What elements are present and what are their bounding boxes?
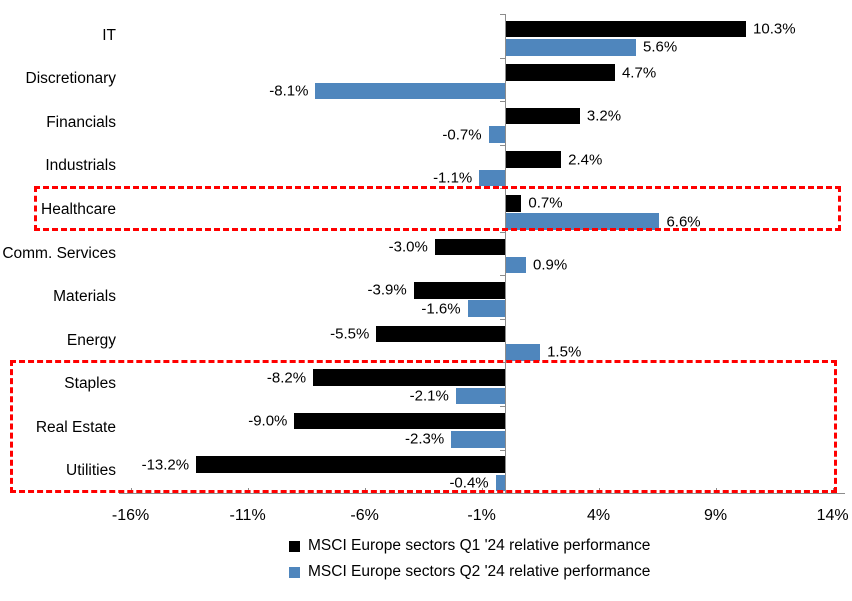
value-label: -2.3%: [404, 430, 445, 448]
x-tick-label: 14%: [816, 507, 849, 524]
q2-bar: [455, 387, 505, 405]
value-label: 3.2%: [586, 107, 622, 125]
value-label: -3.9%: [367, 281, 407, 299]
y-axis-tick: [500, 57, 505, 59]
value-label: -13.2%: [141, 456, 190, 474]
value-label: -8.1%: [269, 82, 309, 100]
value-label: 0.9%: [533, 256, 568, 274]
q1-bar: [505, 195, 522, 212]
q1-bar: [294, 412, 505, 430]
y-axis-tick: [500, 101, 505, 103]
value-label: 6.6%: [666, 213, 701, 231]
x-tick-label: 9%: [704, 507, 728, 524]
legend-swatch-q2: [289, 566, 300, 578]
q2-bar: [451, 431, 505, 448]
y-axis-tick: [500, 405, 505, 407]
value-label: 4.7%: [621, 64, 657, 82]
q1-bar: [376, 325, 505, 343]
category-label: Materials: [53, 288, 116, 306]
category-label: Healthcare: [41, 200, 116, 218]
value-label: 1.5%: [547, 343, 582, 361]
y-axis-tick: [500, 275, 505, 277]
value-label: -0.4%: [449, 474, 489, 492]
y-axis-tick: [500, 449, 505, 451]
q2-bar: [505, 256, 527, 274]
y-axis-tick: [500, 231, 505, 233]
q1-bar: [505, 151, 562, 169]
y-axis-tick: [500, 493, 505, 495]
q2-bar: [505, 343, 541, 361]
value-label: -1.6%: [421, 300, 461, 318]
x-tick-label: -1%: [467, 507, 496, 524]
category-label: Energy: [66, 331, 116, 349]
value-label: -5.5%: [330, 325, 370, 343]
highlight-box: [10, 360, 837, 493]
legend-item: MSCI Europe sectors Q2 '24 relative perf…: [289, 563, 650, 581]
q1-bar: [196, 456, 505, 473]
value-label: 10.3%: [753, 20, 796, 38]
y-axis-tick: [500, 318, 505, 320]
value-label: -9.0%: [248, 412, 288, 430]
q2-bar: [488, 126, 505, 143]
legend-item: MSCI Europe sectors Q1 '24 relative perf…: [289, 537, 650, 555]
q2-bar: [505, 39, 637, 56]
y-axis-line: [505, 14, 506, 493]
q2-bar: [479, 169, 505, 187]
value-label: 2.4%: [568, 151, 603, 169]
q2-bar: [315, 82, 505, 100]
x-tick-label: -6%: [350, 507, 379, 524]
value-label: -3.0%: [388, 238, 428, 256]
q1-bar: [434, 238, 505, 256]
category-label: Real Estate: [35, 418, 116, 436]
category-label: IT: [102, 26, 116, 44]
x-axis-line: [119, 493, 845, 494]
value-label: -8.2%: [266, 369, 307, 386]
value-label: -1.1%: [433, 169, 473, 187]
value-label: -2.1%: [409, 387, 449, 405]
q1-bar: [505, 64, 615, 81]
highlight-box: [34, 186, 841, 232]
q1-bar: [413, 282, 505, 299]
category-label: Discretionary: [25, 70, 116, 88]
q2-bar: [467, 300, 505, 317]
y-axis-tick: [500, 144, 505, 146]
q2-bar: [505, 213, 660, 230]
q1-bar: [313, 369, 505, 386]
category-label: Industrials: [45, 157, 116, 175]
legend-swatch-q1: [289, 540, 300, 552]
category-label: Staples: [64, 375, 116, 393]
legend-label: MSCI Europe sectors Q2 '24 relative perf…: [308, 563, 651, 580]
x-tick-label: 4%: [587, 507, 611, 524]
category-label: Financials: [46, 113, 116, 131]
x-tick-label: -16%: [111, 507, 150, 524]
value-label: 0.7%: [528, 194, 563, 212]
q1-bar: [505, 20, 747, 38]
x-tick-label: -11%: [229, 507, 266, 524]
value-label: 5.6%: [643, 38, 678, 56]
legend-label: MSCI Europe sectors Q1 '24 relative perf…: [308, 537, 651, 554]
category-label: Utilities: [66, 462, 116, 480]
value-label: -0.7%: [442, 126, 482, 143]
category-label: Comm. Services: [2, 244, 116, 262]
q1-bar: [505, 107, 580, 125]
q2-bar: [495, 474, 505, 492]
y-axis-tick: [500, 14, 505, 15]
